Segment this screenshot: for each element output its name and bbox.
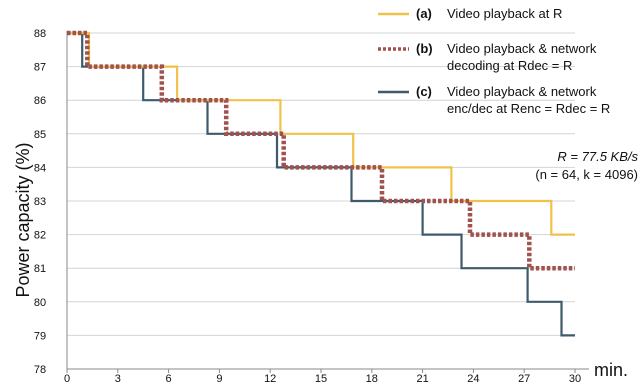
y-tick-label: 86 bbox=[34, 95, 46, 107]
y-tick-label: 87 bbox=[34, 62, 46, 74]
y-tick-label: 79 bbox=[34, 330, 46, 342]
series-line-c bbox=[67, 31, 575, 337]
code-params-annotation: (n = 64, k = 4096) bbox=[535, 167, 638, 182]
legend-letter-a: (a) bbox=[416, 6, 432, 21]
legend-label-c: enc/dec at Renc = Rdec = R bbox=[447, 101, 610, 116]
legend: (a) Video playback at R (b) Video playback … bbox=[378, 6, 610, 116]
axes bbox=[66, 31, 589, 373]
y-tick-label: 82 bbox=[34, 230, 46, 242]
legend-label-c: Video playback & network bbox=[447, 84, 597, 99]
rate-annotation: R = 77.5 KB/s bbox=[557, 149, 638, 164]
y-tick-label: 88 bbox=[34, 28, 46, 40]
y-axis-label: Power capacity (%) bbox=[13, 142, 33, 297]
series-lines bbox=[67, 30, 575, 337]
y-tick-label: 81 bbox=[34, 263, 46, 275]
x-tick-label: 30 bbox=[569, 373, 581, 385]
x-tick-label: 0 bbox=[64, 373, 70, 385]
y-tick-label: 85 bbox=[34, 129, 46, 141]
y-tick-labels: 78 79 80 81 82 83 84 85 86 87 88 bbox=[34, 28, 46, 376]
legend-label-b: decoding at Rdec = R bbox=[447, 58, 572, 73]
series-line-a bbox=[67, 31, 575, 236]
legend-letter-c: (c) bbox=[416, 84, 432, 99]
x-axis-label: min. bbox=[594, 360, 628, 380]
x-tick-labels: 0 3 6 9 12 15 18 21 24 27 30 bbox=[64, 373, 581, 385]
y-tick-label: 80 bbox=[34, 297, 46, 309]
y-tick-label: 83 bbox=[34, 196, 46, 208]
x-tick-label: 3 bbox=[115, 373, 121, 385]
x-tick-label: 15 bbox=[315, 373, 327, 385]
legend-label-b: Video playback & network bbox=[447, 41, 597, 56]
y-tick-label: 78 bbox=[34, 364, 46, 376]
legend-letter-b: (b) bbox=[416, 41, 433, 56]
x-tick-label: 9 bbox=[216, 373, 222, 385]
x-tick-label: 24 bbox=[467, 373, 479, 385]
x-tick-label: 12 bbox=[264, 373, 276, 385]
legend-label-a: Video playback at R bbox=[447, 6, 562, 21]
y-tick-label: 84 bbox=[34, 162, 46, 174]
x-tick-label: 21 bbox=[416, 373, 428, 385]
series-line-b bbox=[67, 30, 575, 271]
x-tick-label: 18 bbox=[366, 373, 378, 385]
x-tick-label: 27 bbox=[518, 373, 530, 385]
x-tick-label: 6 bbox=[166, 373, 172, 385]
